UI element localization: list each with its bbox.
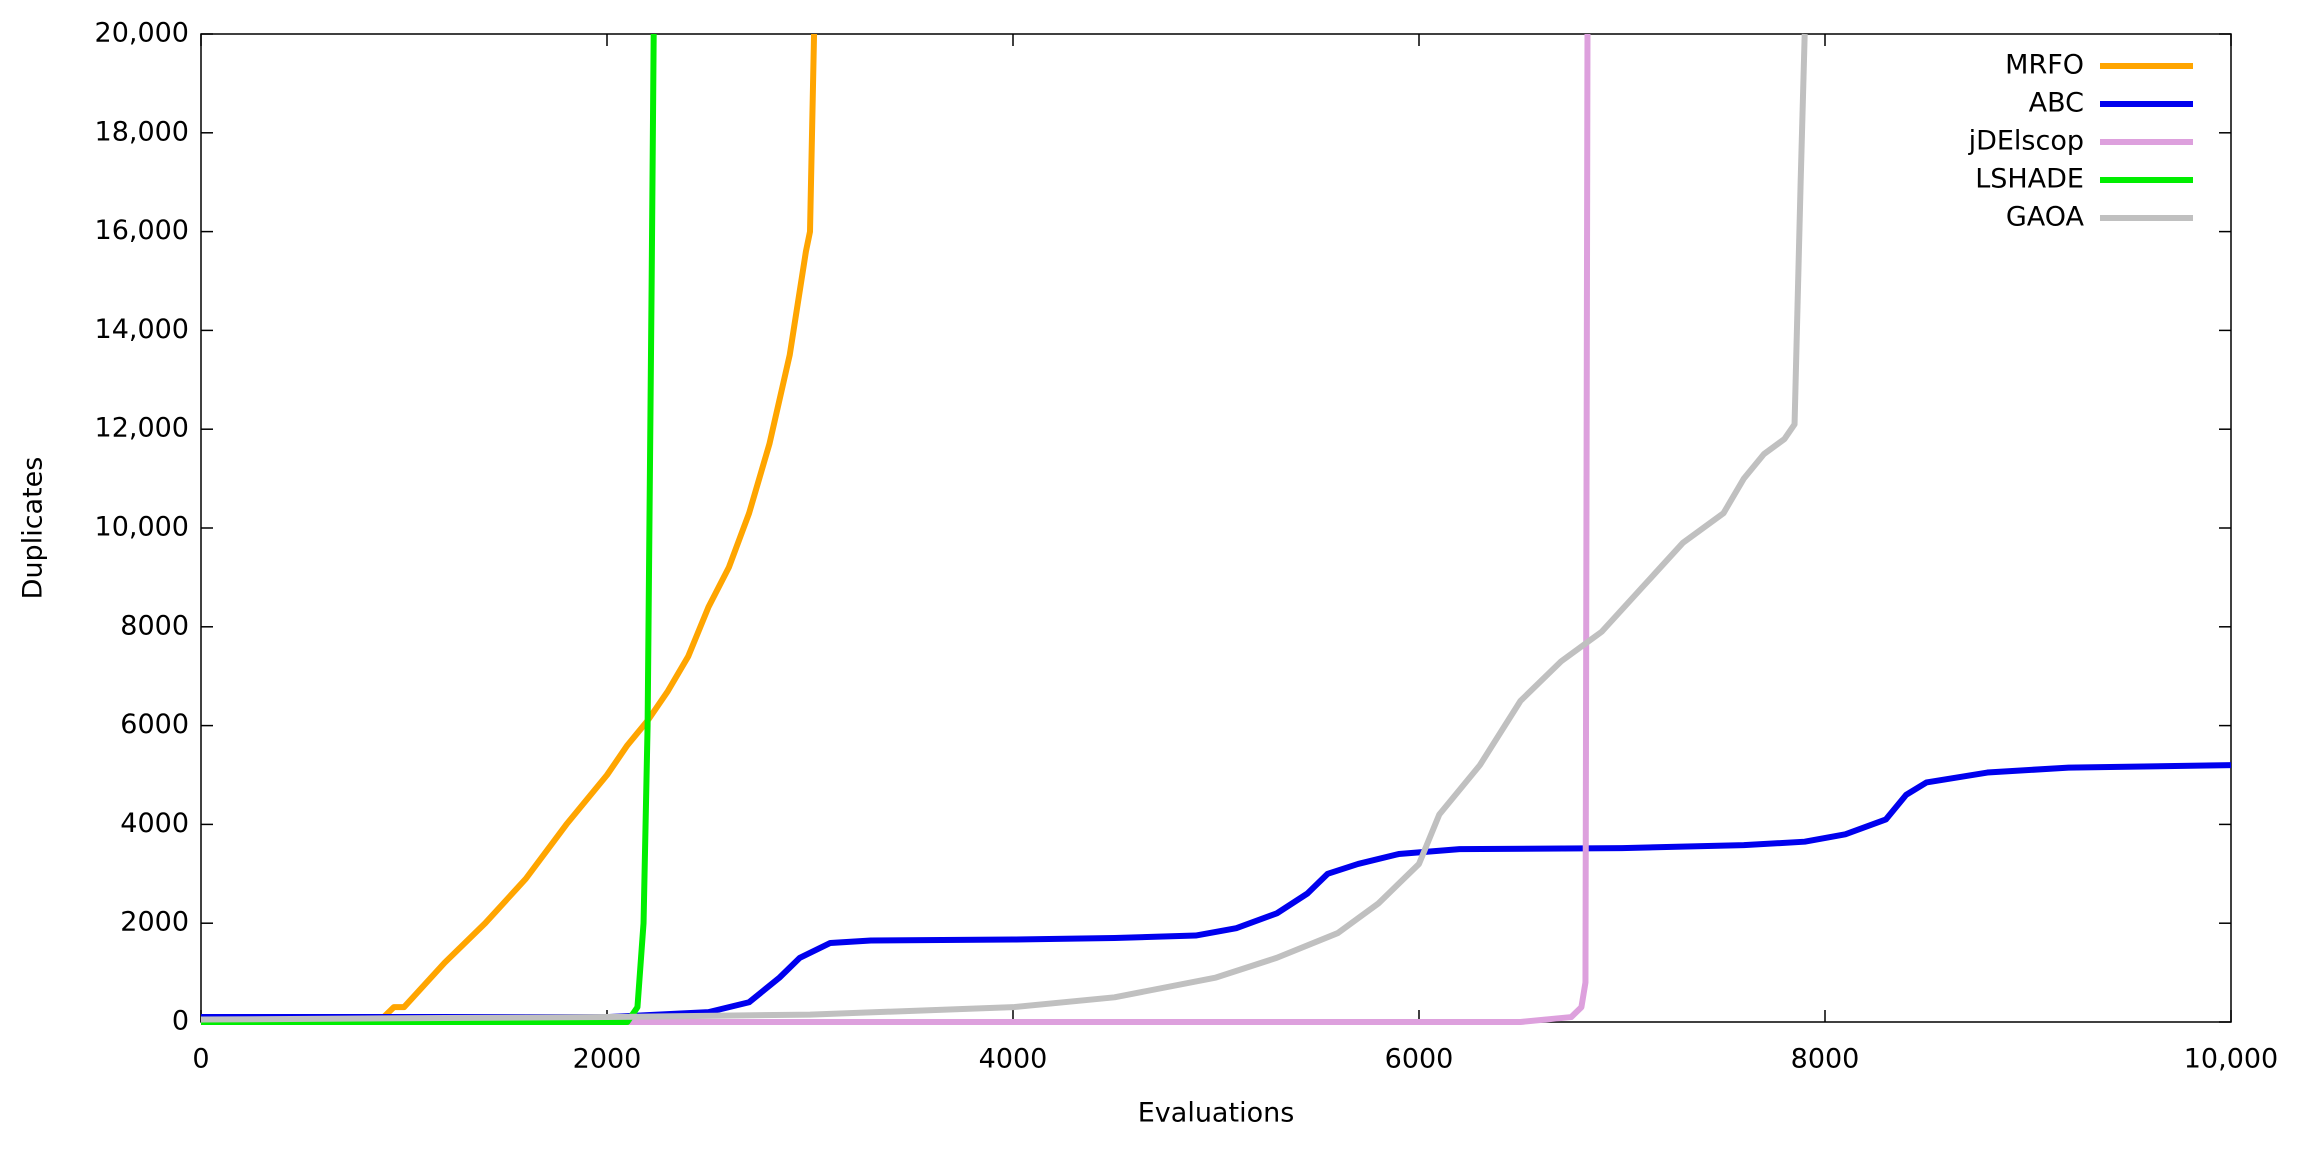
series-line bbox=[201, 33, 818, 1021]
x-tick-label: 2000 bbox=[573, 1044, 642, 1075]
y-tick-label: 18,000 bbox=[95, 116, 189, 147]
legend-label: ABC bbox=[2029, 88, 2084, 119]
y-tick-label: 12,000 bbox=[95, 413, 189, 444]
x-axis-title: Evaluations bbox=[1138, 1098, 1295, 1129]
series-line bbox=[200, 33, 1808, 1023]
y-tick-label: 8000 bbox=[120, 610, 189, 641]
plot-frame bbox=[200, 33, 2232, 1023]
legend-label: LSHADE bbox=[1975, 164, 2084, 195]
y-tick-label: 20,000 bbox=[95, 18, 189, 49]
x-tick-label: 4000 bbox=[979, 1044, 1048, 1075]
y-tick-label: 6000 bbox=[120, 709, 189, 740]
series-line bbox=[201, 33, 657, 1025]
series-line bbox=[201, 762, 2232, 1021]
x-tick-label: 10,000 bbox=[2184, 1044, 2278, 1075]
y-tick-label: 14,000 bbox=[95, 314, 189, 345]
x-tick-label: 6000 bbox=[1385, 1044, 1454, 1075]
x-tick-label: 0 bbox=[192, 1044, 209, 1075]
legend-label: jDElscop bbox=[1968, 126, 2084, 157]
y-tick-label: 16,000 bbox=[95, 215, 189, 246]
y-axis-title: Duplicates bbox=[18, 457, 49, 600]
legend-label: GAOA bbox=[2006, 202, 2085, 233]
series-line bbox=[201, 33, 1591, 1025]
legend-label: MRFO bbox=[2005, 50, 2084, 81]
y-tick-label: 4000 bbox=[120, 808, 189, 839]
y-tick-label: 0 bbox=[172, 1006, 189, 1037]
y-tick-label: 2000 bbox=[120, 907, 189, 938]
y-tick-label: 10,000 bbox=[95, 512, 189, 543]
x-tick-label: 8000 bbox=[1791, 1044, 1860, 1075]
